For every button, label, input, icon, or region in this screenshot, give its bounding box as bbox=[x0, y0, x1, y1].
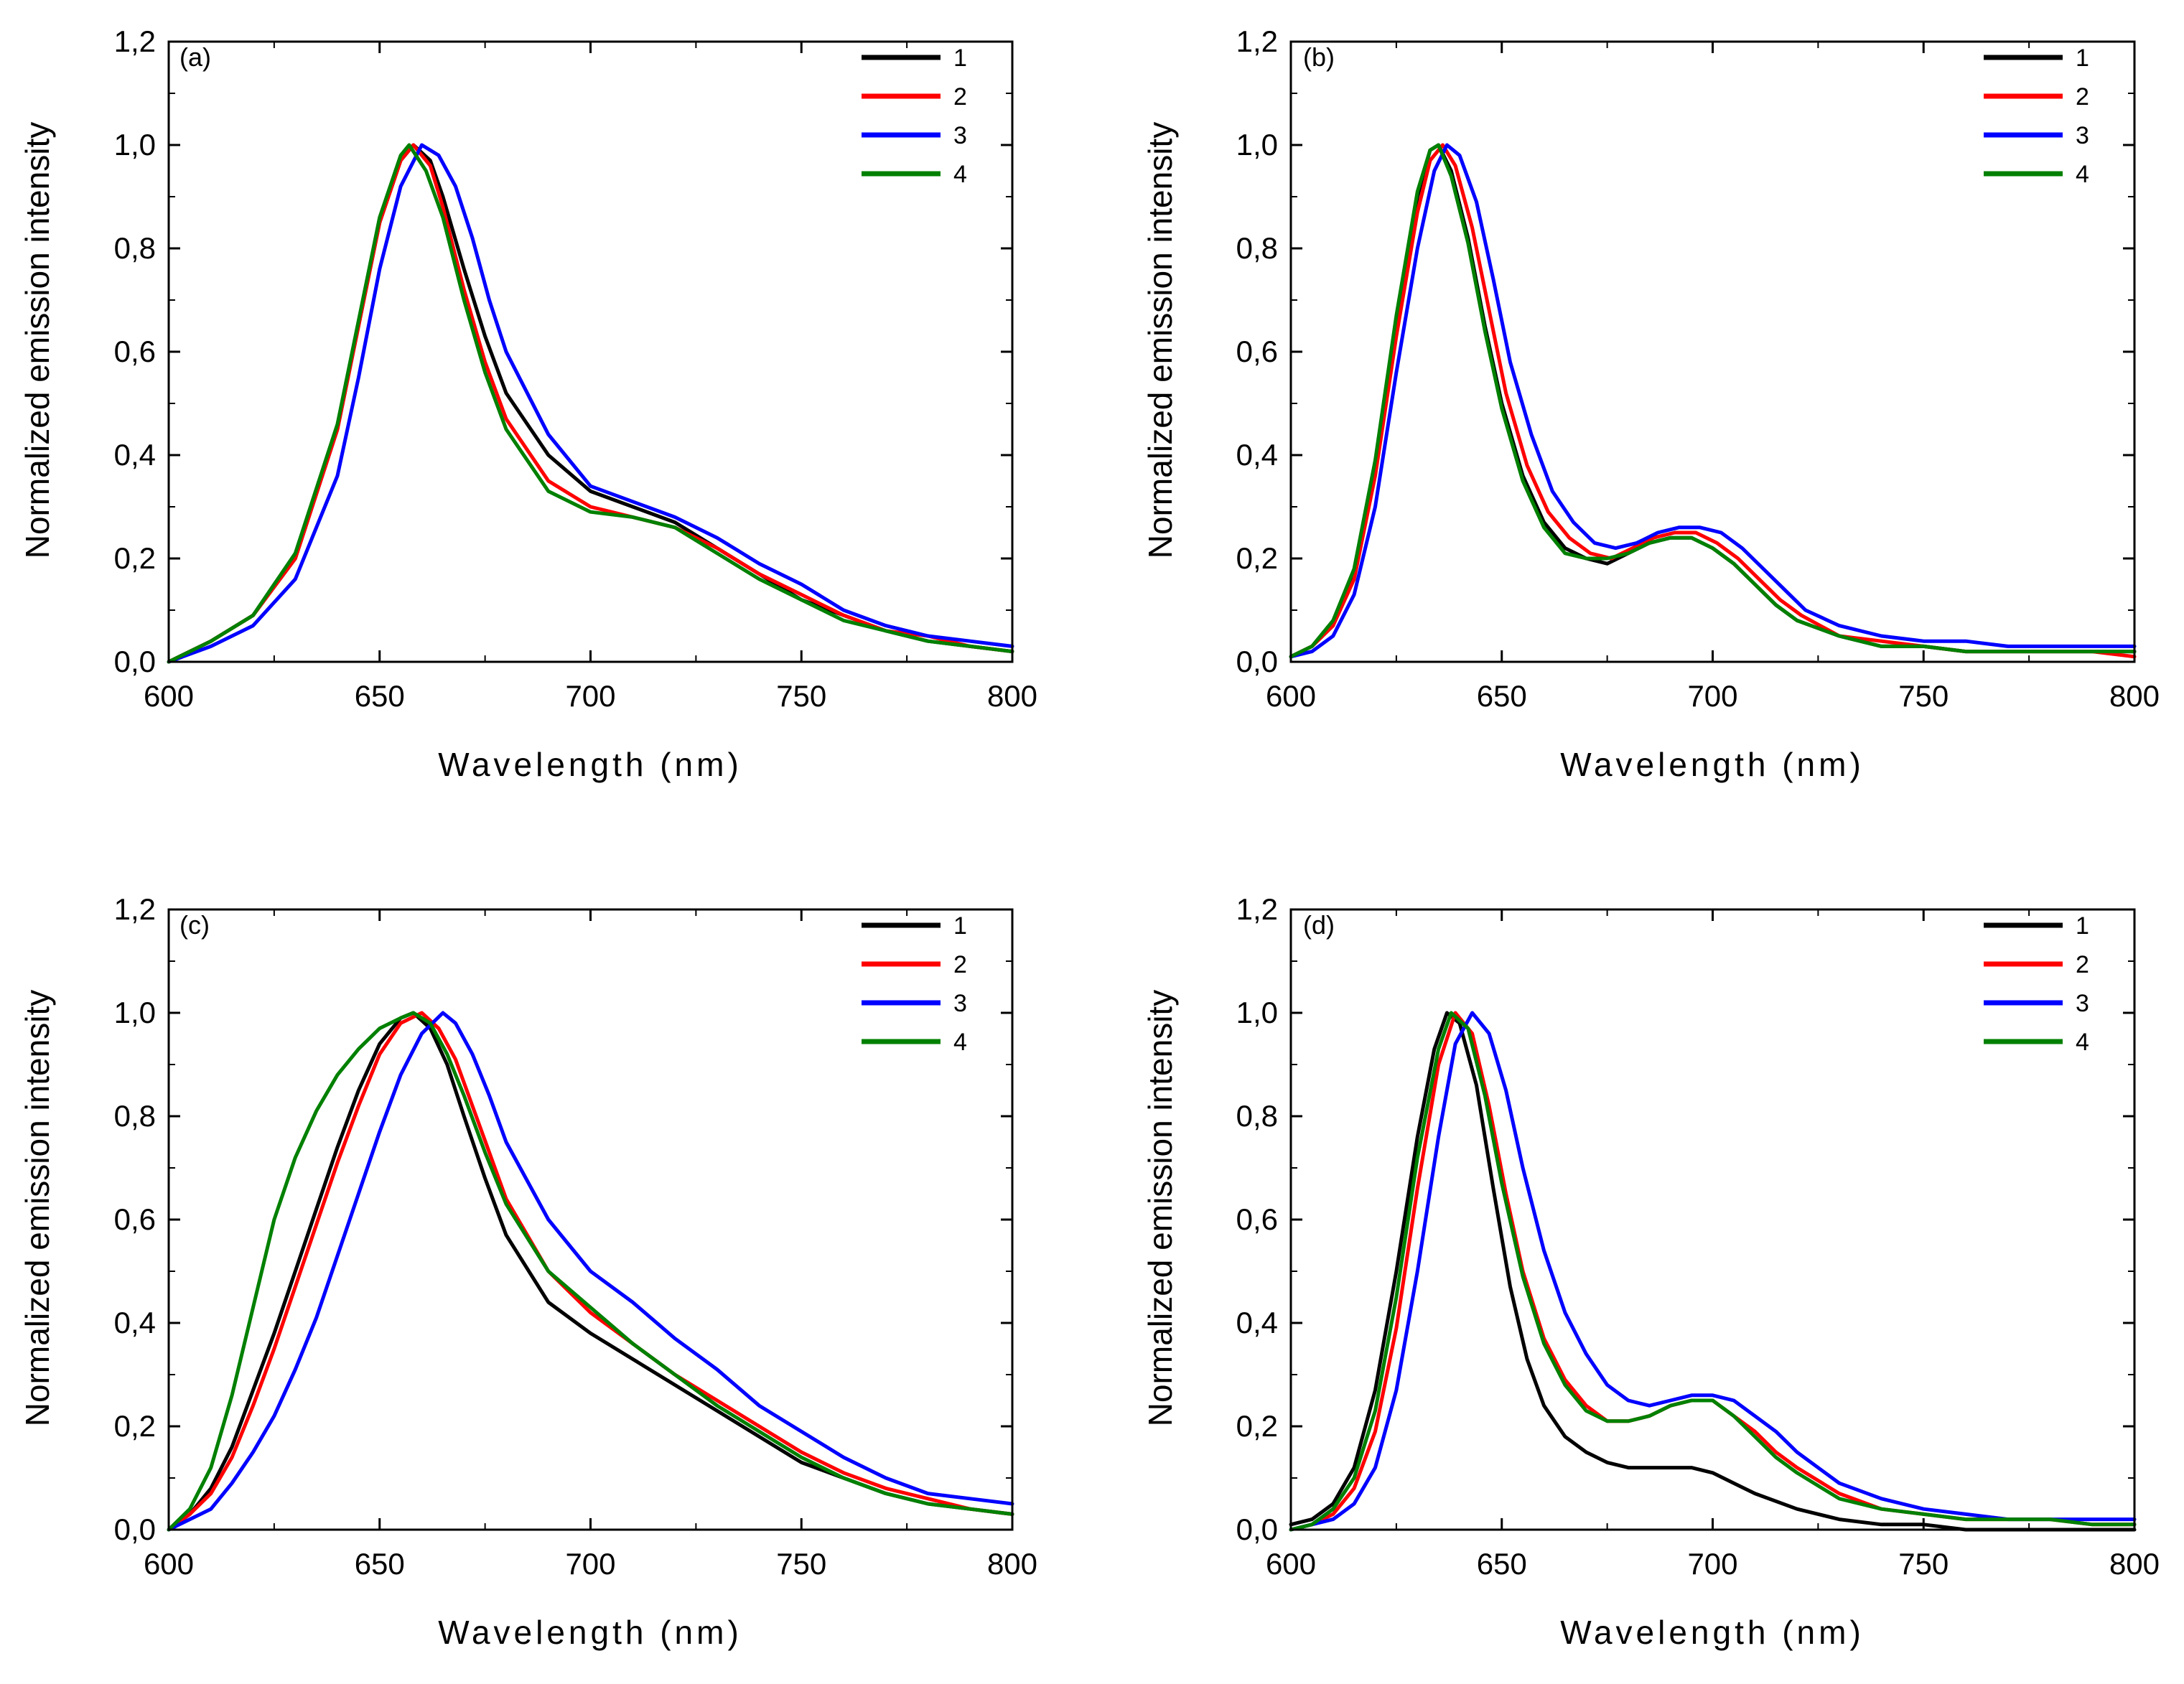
legend-label-1: 1 bbox=[2076, 45, 2089, 72]
panel-d: (d) Wavelength (nm) Normalized emission … bbox=[1142, 892, 2160, 1651]
y-tick-label: 1,0 bbox=[1236, 996, 1278, 1029]
x-tick-label: 800 bbox=[2109, 1547, 2160, 1581]
x-tick-label: 600 bbox=[1266, 679, 1316, 713]
y-tick-label: 0,2 bbox=[1236, 1409, 1278, 1443]
y-tick-label: 1,2 bbox=[114, 892, 156, 926]
legend-label-1: 1 bbox=[953, 912, 967, 940]
legend-label-3: 3 bbox=[2076, 990, 2089, 1017]
y-axis-title: Normalized emission intensity bbox=[19, 122, 56, 558]
x-tick-label: 700 bbox=[1687, 1547, 1737, 1581]
panel-a: (a) Wavelength (nm) Normalized emission … bbox=[19, 24, 1037, 783]
y-tick-label: 1,2 bbox=[1236, 892, 1278, 926]
x-axis-title: Wavelength (nm) bbox=[438, 746, 742, 783]
y-tick-label: 1,0 bbox=[114, 128, 156, 162]
y-axis-title: Normalized emission intensity bbox=[1142, 122, 1179, 558]
x-tick-label: 800 bbox=[987, 1547, 1037, 1581]
x-tick-label: 700 bbox=[565, 1547, 615, 1581]
x-tick-label: 600 bbox=[1266, 1547, 1316, 1581]
y-axis-title: Normalized emission intensity bbox=[19, 990, 56, 1426]
y-tick-label: 0,4 bbox=[1236, 438, 1278, 472]
x-tick-label: 650 bbox=[355, 679, 405, 713]
y-tick-label: 0,6 bbox=[1236, 1202, 1278, 1236]
y-tick-label: 0,0 bbox=[114, 645, 156, 678]
series-line-3 bbox=[1289, 143, 2137, 659]
legend-label-1: 1 bbox=[2076, 912, 2089, 940]
y-tick-label: 0,4 bbox=[1236, 1306, 1278, 1339]
x-tick-label: 600 bbox=[144, 1547, 194, 1581]
legend-label-4: 4 bbox=[953, 1029, 967, 1056]
y-tick-label: 0,0 bbox=[1236, 645, 1278, 678]
y-tick-label: 1,0 bbox=[1236, 128, 1278, 162]
series-line-4 bbox=[167, 1011, 1014, 1532]
y-tick-label: 1,2 bbox=[114, 24, 156, 58]
y-tick-label: 0,8 bbox=[1236, 1099, 1278, 1133]
legend-label-3: 3 bbox=[953, 990, 967, 1017]
x-axis-title: Wavelength (nm) bbox=[1560, 1614, 1865, 1651]
y-tick-label: 0,4 bbox=[114, 438, 156, 472]
x-tick-label: 650 bbox=[1477, 679, 1527, 713]
legend-label-1: 1 bbox=[953, 45, 967, 72]
series-line-1 bbox=[167, 143, 1014, 664]
x-axis-title: Wavelength (nm) bbox=[1560, 746, 1865, 783]
y-tick-label: 0,2 bbox=[1236, 541, 1278, 575]
x-tick-label: 800 bbox=[987, 679, 1037, 713]
x-axis-title: Wavelength (nm) bbox=[438, 1614, 742, 1651]
y-tick-label: 0,4 bbox=[114, 1306, 156, 1339]
series-line-1 bbox=[167, 1011, 1014, 1532]
x-tick-label: 600 bbox=[144, 679, 194, 713]
panel-label: (d) bbox=[1303, 910, 1335, 940]
x-tick-label: 750 bbox=[776, 1547, 826, 1581]
x-tick-label: 700 bbox=[1687, 679, 1737, 713]
series-line-1 bbox=[1289, 1011, 2137, 1532]
y-axis-title: Normalized emission intensity bbox=[1142, 990, 1179, 1426]
series-line-3 bbox=[167, 1011, 1014, 1532]
panel-label: (b) bbox=[1303, 42, 1335, 72]
series-line-3 bbox=[1289, 1011, 2137, 1532]
panel-label: (a) bbox=[179, 42, 211, 72]
legend-label-4: 4 bbox=[953, 161, 967, 188]
legend-label-4: 4 bbox=[2076, 161, 2089, 188]
legend-label-3: 3 bbox=[2076, 122, 2089, 149]
y-tick-label: 0,0 bbox=[1236, 1512, 1278, 1546]
y-tick-label: 0,8 bbox=[114, 231, 156, 265]
series-line-3 bbox=[167, 143, 1014, 664]
legend-label-2: 2 bbox=[953, 83, 967, 111]
series-line-4 bbox=[1289, 143, 2137, 659]
y-tick-label: 0,2 bbox=[114, 541, 156, 575]
x-tick-label: 750 bbox=[1898, 679, 1949, 713]
series-line-4 bbox=[1289, 1011, 2137, 1532]
panel-label: (c) bbox=[179, 910, 210, 940]
y-tick-label: 0,6 bbox=[114, 335, 156, 368]
legend-label-2: 2 bbox=[2076, 83, 2089, 111]
y-tick-label: 1,0 bbox=[114, 996, 156, 1029]
series-line-2 bbox=[167, 143, 1014, 664]
y-tick-label: 0,8 bbox=[114, 1099, 156, 1133]
x-tick-label: 800 bbox=[2109, 679, 2160, 713]
series-line-2 bbox=[167, 1011, 1014, 1532]
y-tick-label: 0,6 bbox=[114, 1202, 156, 1236]
y-tick-label: 1,2 bbox=[1236, 24, 1278, 58]
x-tick-label: 650 bbox=[355, 1547, 405, 1581]
series-line-4 bbox=[167, 143, 1014, 664]
panel-c: (c) Wavelength (nm) Normalized emission … bbox=[19, 892, 1037, 1651]
legend-label-3: 3 bbox=[953, 122, 967, 149]
y-tick-label: 0,0 bbox=[114, 1512, 156, 1546]
y-tick-label: 0,6 bbox=[1236, 335, 1278, 368]
x-tick-label: 750 bbox=[1898, 1547, 1949, 1581]
x-tick-label: 650 bbox=[1477, 1547, 1527, 1581]
series-line-2 bbox=[1289, 143, 2137, 659]
y-tick-label: 0,2 bbox=[114, 1409, 156, 1443]
legend-label-4: 4 bbox=[2076, 1029, 2089, 1056]
panel-b: (b) Wavelength (nm) Normalized emission … bbox=[1142, 24, 2160, 783]
y-tick-label: 0,8 bbox=[1236, 231, 1278, 265]
x-tick-label: 700 bbox=[565, 679, 615, 713]
legend-label-2: 2 bbox=[2076, 951, 2089, 978]
x-tick-label: 750 bbox=[776, 679, 826, 713]
legend-label-2: 2 bbox=[953, 951, 967, 978]
